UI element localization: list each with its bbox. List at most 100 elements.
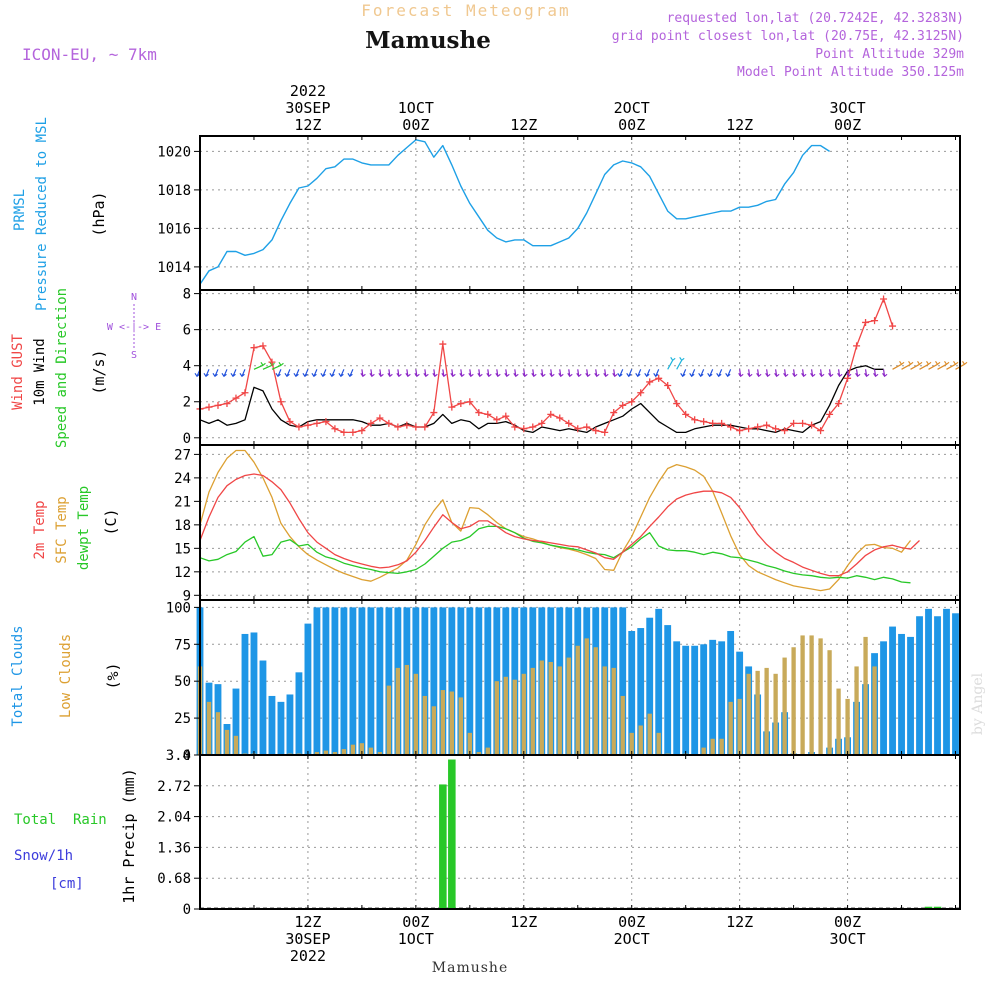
temp-ytick-label: 18 [174, 518, 191, 534]
gust-marker [745, 425, 753, 433]
gust-marker [232, 394, 240, 402]
bottom-time-label: 00Z [834, 913, 861, 931]
wind-arrow [441, 369, 447, 378]
wind-arrow [576, 369, 582, 378]
total-cloud-bar [358, 607, 366, 755]
temp-ytick-label: 12 [174, 565, 191, 581]
wind-arrow [567, 369, 573, 378]
top-time-label: 12Z [726, 116, 753, 134]
total-cloud-bar [295, 672, 303, 755]
wind-arrow [937, 360, 950, 370]
low-cloud-bar [782, 657, 787, 755]
temp-ytick-label: 9 [183, 588, 191, 604]
low-cloud-bar [584, 638, 589, 755]
wind-arrow [873, 369, 879, 378]
gust-marker [556, 414, 564, 422]
axis-ticks: 1014101610181020024689121518212427025507… [157, 136, 957, 918]
total-cloud-bar [250, 632, 258, 755]
total-cloud-bar [466, 607, 474, 755]
gust-marker [466, 398, 474, 406]
clouds-ytick-label: 100 [166, 600, 191, 616]
gust-marker [844, 374, 852, 382]
total-cloud-bar [916, 616, 923, 755]
gust-marker [322, 418, 330, 426]
wind-arrow [203, 369, 210, 378]
rain-bar [933, 906, 942, 909]
gust-marker [763, 421, 771, 429]
total-cloud-bar [718, 641, 726, 755]
low-cloud-bar [548, 662, 553, 755]
low-cloud-bar [800, 635, 805, 755]
low-cloud-bar [386, 685, 392, 755]
gust-marker [817, 427, 825, 435]
low-cloud-bar [431, 706, 437, 755]
total-cloud-bar [232, 688, 240, 755]
low-cloud-bar [818, 638, 823, 755]
dewpt-label: dewpt Temp [76, 486, 92, 570]
wind-arrow [603, 369, 609, 378]
low-cloud-bar [719, 738, 724, 755]
low-cloud-bar [233, 735, 239, 755]
precip-ytick-label: 1.36 [157, 840, 191, 856]
low-cloud-bar [206, 701, 212, 755]
wind-arrow [910, 360, 923, 370]
wind-arrow [271, 361, 284, 370]
wind-arrow [864, 369, 870, 378]
low-cloud-bar [368, 747, 374, 755]
low-cloud-bar [737, 698, 742, 755]
wind-arrow [414, 369, 420, 378]
credit-watermark: by Angel [970, 672, 986, 735]
wind-arrow [531, 369, 537, 378]
low-cloud-bar [350, 744, 356, 755]
gust-marker [376, 414, 384, 422]
wind-arrow [828, 369, 834, 378]
gust-marker [583, 423, 591, 431]
wind-arrow [756, 369, 762, 378]
total-cloud-bar [430, 607, 438, 755]
low-cloud-bar [395, 667, 401, 755]
wind-panel-labels: Wind GUST 10m Wind Speed and Direction (… [10, 288, 161, 448]
total-cloud-bar [340, 607, 348, 755]
low-cloud-bar [854, 666, 859, 755]
total-clouds-label: Total Clouds [10, 625, 26, 726]
precip-bars [439, 759, 942, 909]
total-cloud-bar [421, 607, 429, 755]
wind-ytick-label: 0 [183, 431, 191, 447]
low-cloud-bar [485, 747, 490, 755]
wind-arrow [522, 369, 528, 378]
top-time-label: 2OCT [614, 99, 650, 117]
precip-ytick-label: 2.72 [157, 779, 191, 795]
low-cloud-bar [458, 697, 463, 755]
low-cloud-bar [422, 695, 428, 755]
wind-arrow [689, 369, 696, 378]
wind-unit: (m/s) [90, 349, 108, 394]
total-cloud-bar [664, 625, 672, 755]
wind-arrow [783, 369, 789, 378]
total-cloud-bar [673, 641, 681, 755]
clouds-ytick-label: 25 [174, 711, 191, 727]
model-point-altitude: Model Point Altitude 350.125m [737, 65, 964, 80]
gust-marker [664, 382, 672, 390]
gust-marker [358, 427, 366, 435]
total-cloud-bar [907, 636, 914, 755]
gust-marker [448, 403, 456, 411]
footer-place: Mamushe [432, 960, 508, 976]
pressure-ytick-label: 1014 [157, 260, 191, 276]
total-cloud-bar [682, 645, 690, 755]
total-cloud-bar [628, 631, 636, 755]
temp-unit: (C) [102, 508, 120, 535]
low-cloud-bar [377, 752, 383, 755]
bottom-time-label: 30SEP [285, 930, 330, 948]
low-cloud-bar [494, 681, 499, 755]
wind-arrow [513, 369, 519, 378]
low-cloud-bar [413, 673, 419, 755]
gust-marker [673, 400, 681, 408]
low-cloud-bar [728, 701, 733, 755]
low-cloud-bar [764, 667, 769, 755]
pressure-ytick-label: 1016 [157, 221, 191, 237]
bottom-time-label: 3OCT [830, 930, 866, 948]
wind-arrow [275, 369, 282, 378]
top-time-label: 1OCT [398, 99, 434, 117]
wind-arrow [347, 369, 354, 378]
temp-ytick-label: 21 [174, 494, 191, 510]
